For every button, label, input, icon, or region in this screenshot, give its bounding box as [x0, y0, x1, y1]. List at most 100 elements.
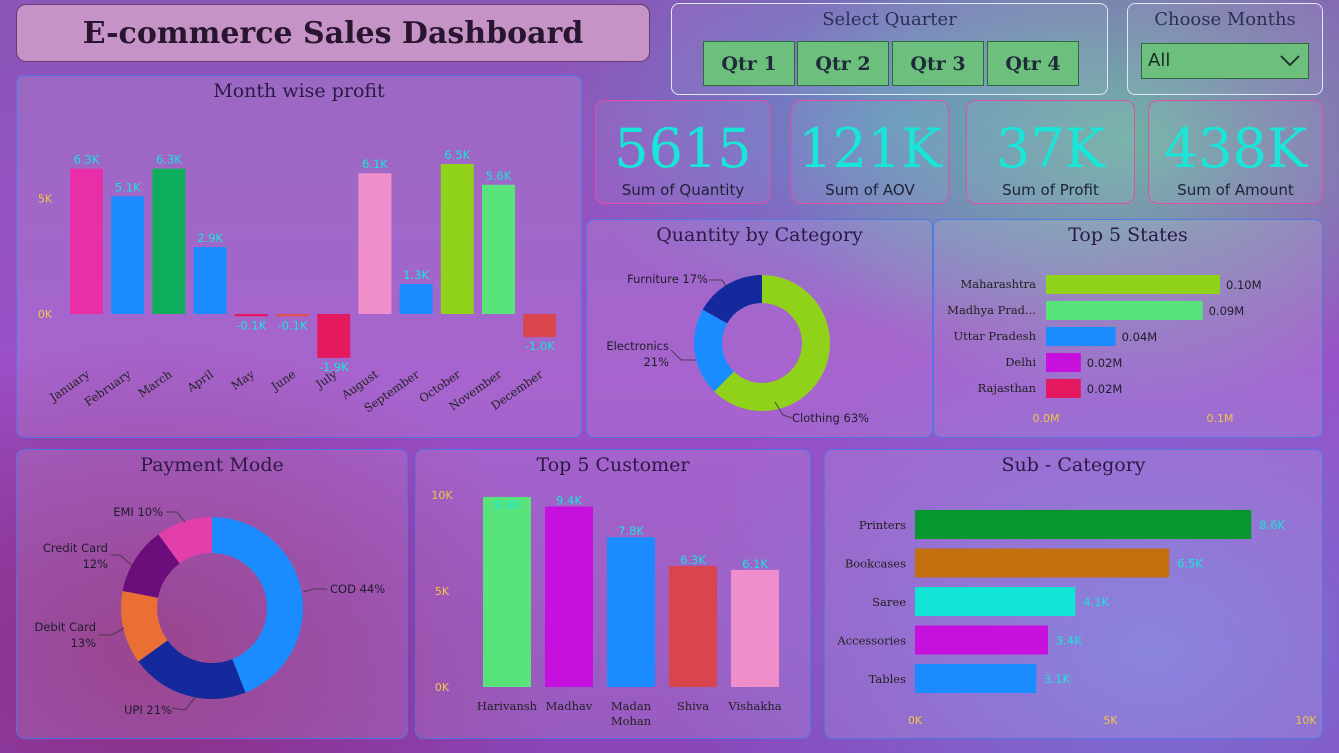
- bar-january: [70, 168, 103, 314]
- data-label: 6.3K: [680, 553, 706, 567]
- data-label: 0.04M: [1122, 330, 1158, 344]
- kpi-aov-card: 121K Sum of AOV: [791, 100, 949, 204]
- month-profit-chart: 0K5K6.3KJanuary5.1KFebruary6.3KMarch2.9K…: [38, 148, 557, 415]
- data-label: 6.1K: [362, 157, 388, 171]
- state-label: Madhya Prad...: [947, 303, 1036, 317]
- slice-label: UPI 21%: [124, 703, 172, 717]
- month-profit-panel: Month wise profit 0K 5K 6.3K January 5.1K Feb…: [16, 75, 582, 438]
- data-label: 3.4K: [1056, 634, 1082, 648]
- data-label: 6.5K: [1177, 557, 1203, 571]
- bar-customer: [483, 496, 531, 687]
- slice-credit-card: [122, 534, 180, 598]
- states-panel: Top 5 States Maharashtra 0.10M Madhya Prad…: [933, 219, 1323, 438]
- data-label: 3.1K: [1044, 672, 1070, 686]
- data-label: -1.9K: [319, 360, 349, 374]
- x-tick-label: Harivansh: [477, 699, 538, 713]
- bar-subcategory: [915, 548, 1170, 578]
- bar-august: [358, 173, 392, 314]
- bar-state: [1046, 327, 1116, 346]
- kpi-aov-label: Sum of AOV: [825, 181, 915, 199]
- bar-june: [276, 314, 309, 317]
- data-label: 5.1K: [115, 180, 141, 194]
- bar-february: [111, 196, 145, 314]
- kpi-amount-label: Sum of Amount: [1177, 181, 1294, 199]
- leader-line: [99, 627, 125, 636]
- kpi-profit-card: 37K Sum of Profit: [966, 100, 1135, 204]
- x-tick-label: 0K: [908, 714, 923, 727]
- bar-state: [1046, 379, 1081, 398]
- leader-line: [302, 588, 327, 593]
- kpi-amount-value: 438K: [1163, 117, 1308, 180]
- month-dropdown[interactable]: All: [1141, 43, 1309, 79]
- payment-donut-chart: COD 44% UPI 21% Debit Card 13% Credit Card 12…: [35, 505, 386, 717]
- y-tick-label: 10K: [431, 489, 453, 502]
- bar-customer: [607, 537, 655, 687]
- x-tick-label: 5K: [1103, 714, 1118, 727]
- category-panel: Quantity by Category Clothing 63% Electro…: [586, 219, 933, 438]
- x-tick-label: April: [184, 367, 216, 396]
- slice-label: Debit Card 13%: [35, 620, 97, 650]
- month-slicer-label: Choose Months: [1154, 9, 1296, 30]
- data-label: 0.02M: [1087, 382, 1123, 396]
- x-tick-label: Madan Mohan: [611, 699, 652, 728]
- bar-december: [523, 314, 557, 338]
- slice-label: Furniture 17%: [627, 272, 708, 286]
- data-label: 6.3K: [74, 153, 100, 167]
- bar-subcategory: [915, 510, 1252, 539]
- data-label: 9.9K: [494, 498, 520, 512]
- bar-customer: [545, 506, 593, 687]
- slice-furniture: [702, 275, 762, 324]
- x-tick-label: 0.1M: [1207, 412, 1234, 425]
- leader-line: [171, 694, 198, 711]
- bar-september: [399, 284, 433, 314]
- leader-line: [709, 279, 728, 289]
- quarter-slicer-label: Select Quarter: [822, 9, 957, 30]
- y-tick-label: 0K: [435, 681, 450, 694]
- data-label: 0.02M: [1087, 356, 1123, 370]
- subcategory-panel: Sub - Category Printers 8.6K Bookcases 6.5K…: [824, 449, 1323, 739]
- state-label: Uttar Pradesh: [953, 329, 1036, 343]
- quarter-slicer: Select Quarter Qtr 1 Qtr 2 Qtr 3 Qtr 4: [671, 3, 1108, 95]
- x-tick-label: May: [228, 367, 257, 393]
- bar-july: [317, 314, 351, 358]
- customers-bar-chart: 0K 5K 10K 9.9K Harivansh 9.4K Madhav 7.8K Madan M…: [431, 489, 781, 728]
- slice-electronics: [694, 309, 734, 392]
- subcategory-label: Tables: [869, 672, 906, 686]
- data-label: -0.1K: [278, 318, 308, 332]
- data-label: 2.9K: [197, 231, 223, 245]
- slice-clothing: [714, 275, 830, 411]
- slice-label: COD 44%: [330, 582, 385, 596]
- bar-state: [1046, 353, 1081, 372]
- kpi-profit-value: 37K: [995, 117, 1106, 180]
- bar-state: [1046, 275, 1220, 294]
- bar-subcategory: [915, 664, 1037, 693]
- subcategory-label: Printers: [859, 518, 906, 532]
- month-profit-title: Month wise profit: [213, 80, 385, 102]
- x-tick-label: Shiva: [677, 699, 709, 713]
- bar-subcategory: [915, 625, 1048, 655]
- payment-title: Payment Mode: [140, 454, 284, 476]
- qtr-3-button[interactable]: Qtr 3: [892, 41, 984, 86]
- slice-label: Clothing 63%: [792, 411, 869, 425]
- category-title: Quantity by Category: [656, 224, 863, 246]
- x-tick-label: 0.0M: [1033, 412, 1060, 425]
- x-tick-label: March: [135, 367, 175, 401]
- subcategory-label: Saree: [872, 595, 906, 609]
- bar-state: [1046, 301, 1203, 320]
- qtr-4-button[interactable]: Qtr 4: [987, 41, 1079, 86]
- qtr-2-button[interactable]: Qtr 2: [797, 41, 889, 86]
- slice-label: Electronics 21%: [606, 339, 669, 369]
- x-tick-label: June: [268, 367, 298, 394]
- data-label: 7.8K: [618, 524, 644, 538]
- kpi-quantity-label: Sum of Quantity: [621, 181, 745, 199]
- x-tick-label: Vishakha: [727, 699, 781, 713]
- customers-panel: Top 5 Customer 0K 5K 10K 9.9K Harivansh 9.4K M…: [415, 449, 811, 739]
- bar-march: [152, 168, 186, 314]
- qtr-1-button[interactable]: Qtr 1: [703, 41, 795, 86]
- data-label: 5.6K: [486, 169, 512, 183]
- data-label: 6.5K: [444, 148, 470, 162]
- leader-line: [774, 401, 793, 419]
- bar-customer: [669, 566, 717, 687]
- subcategory-label: Bookcases: [845, 557, 906, 571]
- kpi-quantity-value: 5615: [614, 117, 752, 180]
